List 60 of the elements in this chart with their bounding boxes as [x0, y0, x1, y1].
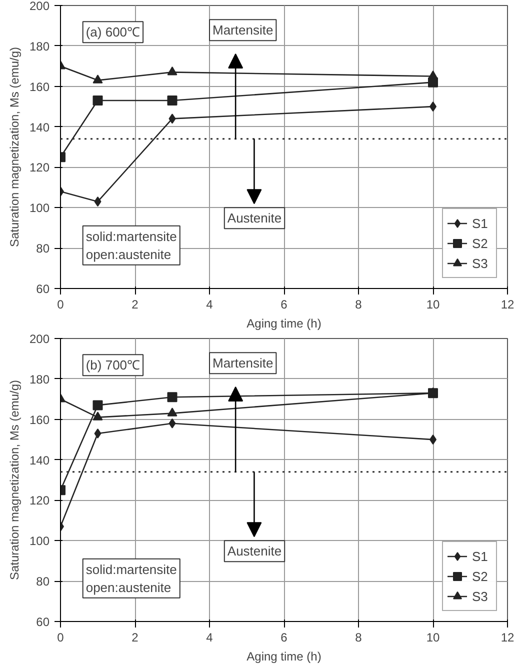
annotation: solid:martensite open:austenite	[86, 228, 177, 262]
x-tick-label: 2	[132, 630, 139, 644]
annotation: Martensite	[212, 22, 274, 38]
y-tick-label: 80	[36, 574, 50, 589]
y-axis-title: Saturation magnetization, Ms (emu/g)	[7, 380, 22, 580]
y-tick-label: 140	[29, 120, 50, 134]
y-tick-label: 120	[29, 160, 50, 175]
annotation: solid:martensite open:austenite	[86, 562, 177, 595]
point	[167, 66, 178, 76]
y-tick-label: 100	[29, 201, 50, 216]
x-tick-label: 10	[426, 298, 440, 312]
y-tick-label: 200	[29, 0, 50, 13]
point	[94, 428, 102, 439]
y-tick-label: 100	[29, 534, 50, 548]
annotation: Martensite	[212, 356, 274, 371]
annotation: Austenite	[227, 544, 282, 559]
annotation: (a) 600℃	[86, 24, 140, 40]
y-axis-title: Saturation magnetization, Ms (emu/g)	[7, 46, 22, 248]
annotation: (b) 700℃	[86, 358, 140, 373]
y-tick-label: 180	[29, 39, 50, 54]
y-tick-label: 140	[29, 453, 50, 468]
y-tick-label: 80	[36, 242, 50, 256]
point	[94, 196, 102, 207]
point	[167, 408, 178, 416]
x-tick-label: 8	[355, 298, 362, 312]
legend-label: S3	[472, 256, 489, 270]
point	[92, 412, 103, 420]
x-axis-title: Aging time (h)	[246, 316, 322, 330]
x-tick-label: 6	[280, 630, 288, 644]
point	[92, 400, 103, 410]
x-tick-label: 0	[57, 298, 64, 312]
y-tick-label: 160	[29, 80, 50, 94]
legend-label: S2	[472, 568, 489, 584]
x-tick-label: 10	[426, 630, 440, 644]
legend-label: S1	[472, 548, 489, 564]
x-tick-label: 4	[206, 630, 214, 644]
x-tick-label: 0	[57, 630, 64, 644]
y-tick-label: 120	[29, 494, 50, 508]
annotation: Austenite	[227, 210, 282, 226]
x-axis-title: Aging time (h)	[246, 650, 322, 664]
point	[92, 96, 103, 106]
legend-label: S3	[472, 588, 489, 604]
legend-label: S2	[472, 236, 489, 250]
point	[167, 96, 178, 106]
y-tick-label: 180	[29, 372, 50, 386]
x-tick-label: 6	[280, 298, 288, 312]
x-tick-label: 12	[500, 298, 514, 312]
point	[168, 114, 176, 124]
point	[168, 418, 176, 428]
x-tick-label: 4	[206, 298, 214, 312]
y-tick-label: 60	[36, 282, 50, 296]
y-tick-label: 160	[29, 412, 50, 427]
y-tick-label: 60	[36, 615, 50, 629]
x-tick-label: 8	[355, 630, 362, 644]
legend-label: S1	[472, 216, 489, 230]
x-tick-label: 2	[132, 298, 139, 312]
y-tick-label: 200	[29, 332, 50, 346]
point	[167, 392, 178, 402]
point	[92, 74, 103, 84]
x-tick-label: 12	[500, 630, 514, 644]
